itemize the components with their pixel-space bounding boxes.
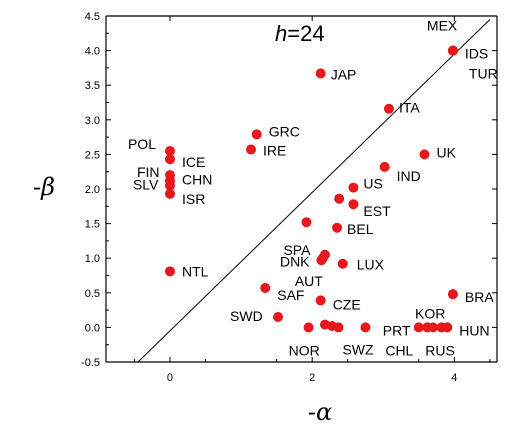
data-point-lux [337, 258, 348, 269]
point-label-ids: IDS [465, 46, 488, 62]
point-label-chl: CHL [385, 342, 413, 358]
points-layer [164, 45, 458, 333]
data-point-jap [315, 68, 326, 79]
point-label-prt: PRT [383, 322, 411, 338]
data-point-bel [332, 222, 343, 233]
x-axis-title: -α [308, 398, 332, 426]
data-point-est [348, 199, 359, 210]
data-point-tur [447, 45, 458, 56]
y-tick-label: 1.5 [85, 219, 100, 231]
y-tick-label: 3.5 [85, 80, 100, 92]
data-point-rus [442, 322, 453, 333]
point-label-rus: RUS [425, 342, 455, 358]
data-point-aut [317, 253, 328, 264]
point-label-tur: TUR [469, 66, 498, 82]
data-point-spa [301, 217, 312, 228]
y-axis-ticks: -0.5 0.0 0.5 1.0 1.5 2.0 2.5 3.0 3.5 4.0 4.5 [81, 11, 497, 369]
reference-line [137, 19, 491, 363]
point-label-ita: ITA [399, 100, 420, 116]
horizon-value: =24 [287, 21, 324, 46]
y-tick-label: 2.0 [85, 184, 100, 196]
data-point-isr [164, 188, 175, 199]
y-tick-label: 0.5 [85, 288, 100, 300]
data-point [360, 322, 371, 333]
y-tick-label: 1.0 [85, 253, 100, 265]
data-point-ice [164, 154, 175, 165]
y-tick-label: 3.0 [85, 115, 100, 127]
data-point-kor [428, 322, 439, 333]
data-point-ind [379, 161, 390, 172]
point-label-fin: FIN [137, 164, 160, 180]
point-label-isr: ISR [182, 191, 205, 207]
data-point-swz [333, 322, 344, 333]
data-point-saf [260, 282, 271, 293]
point-label-est: EST [363, 203, 391, 219]
horizon-symbol: h [275, 21, 287, 46]
point-label-mex: MEX [427, 18, 458, 34]
data-point-ita [383, 103, 394, 114]
x-tick-label: 4 [451, 372, 457, 384]
data-point-uk [419, 149, 430, 160]
point-label-swz: SWZ [342, 341, 374, 357]
point-label-uk: UK [436, 144, 456, 160]
point-label-kor: KOR [415, 305, 445, 321]
data-point-swd [273, 312, 284, 323]
data-point-slv [164, 180, 175, 191]
data-point-prt [413, 322, 424, 333]
y-axis-title: -β [33, 173, 55, 201]
point-label-dnk: DNK [280, 254, 310, 270]
point-label-bel: BEL [347, 221, 374, 237]
data-point-nor [303, 322, 314, 333]
data-point-pol [164, 145, 175, 156]
point-label-pol: POL [128, 136, 156, 152]
point-label-bra: BRA [465, 289, 494, 305]
data-point-us [348, 182, 359, 193]
point-label-aut: AUT [295, 273, 323, 289]
point-label-lux: LUX [357, 257, 385, 273]
point-label-grc: GRC [269, 123, 300, 139]
point-label-spa: SPA [283, 242, 311, 258]
y-tick-label: 0.0 [85, 322, 100, 334]
x-tick-label: 0 [167, 372, 173, 384]
x-axis-ticks: 0 2 4 [133, 16, 491, 384]
point-label-swd: SWD [230, 308, 263, 324]
data-point-ire [246, 144, 257, 155]
y-tick-label: 4.5 [85, 11, 100, 23]
reference-line-layer [137, 19, 491, 363]
point-label-nor: NOR [289, 342, 320, 358]
data-point-ntl [164, 266, 175, 277]
horizon-annotation: h=24 [275, 21, 325, 46]
point-label-us: US [363, 176, 382, 192]
point-label-saf: SAF [277, 287, 304, 303]
data-point [334, 193, 345, 204]
point-label-ice: ICE [182, 154, 205, 170]
x-tick-label: 2 [309, 372, 315, 384]
y-tick-label: 2.5 [85, 149, 100, 161]
data-point-cze [315, 295, 326, 306]
data-point-grc [251, 129, 262, 140]
point-label-ntl: NTL [182, 263, 209, 279]
point-labels-layer: MEX IDS TUR JAP ITA POL ICE FIN CHN SLV ISR GRC IRE U… [128, 18, 498, 359]
point-label-cze: CZE [333, 296, 361, 312]
data-point-bra [447, 289, 458, 300]
point-label-slv: SLV [133, 177, 159, 193]
point-label-ind: IND [397, 168, 421, 184]
y-tick-label: -0.5 [81, 357, 100, 369]
point-label-ire: IRE [263, 143, 286, 159]
point-label-hun: HUN [459, 322, 489, 338]
point-label-chn: CHN [182, 172, 212, 188]
point-label-jap: JAP [331, 66, 357, 82]
y-tick-label: 4.0 [85, 46, 100, 58]
